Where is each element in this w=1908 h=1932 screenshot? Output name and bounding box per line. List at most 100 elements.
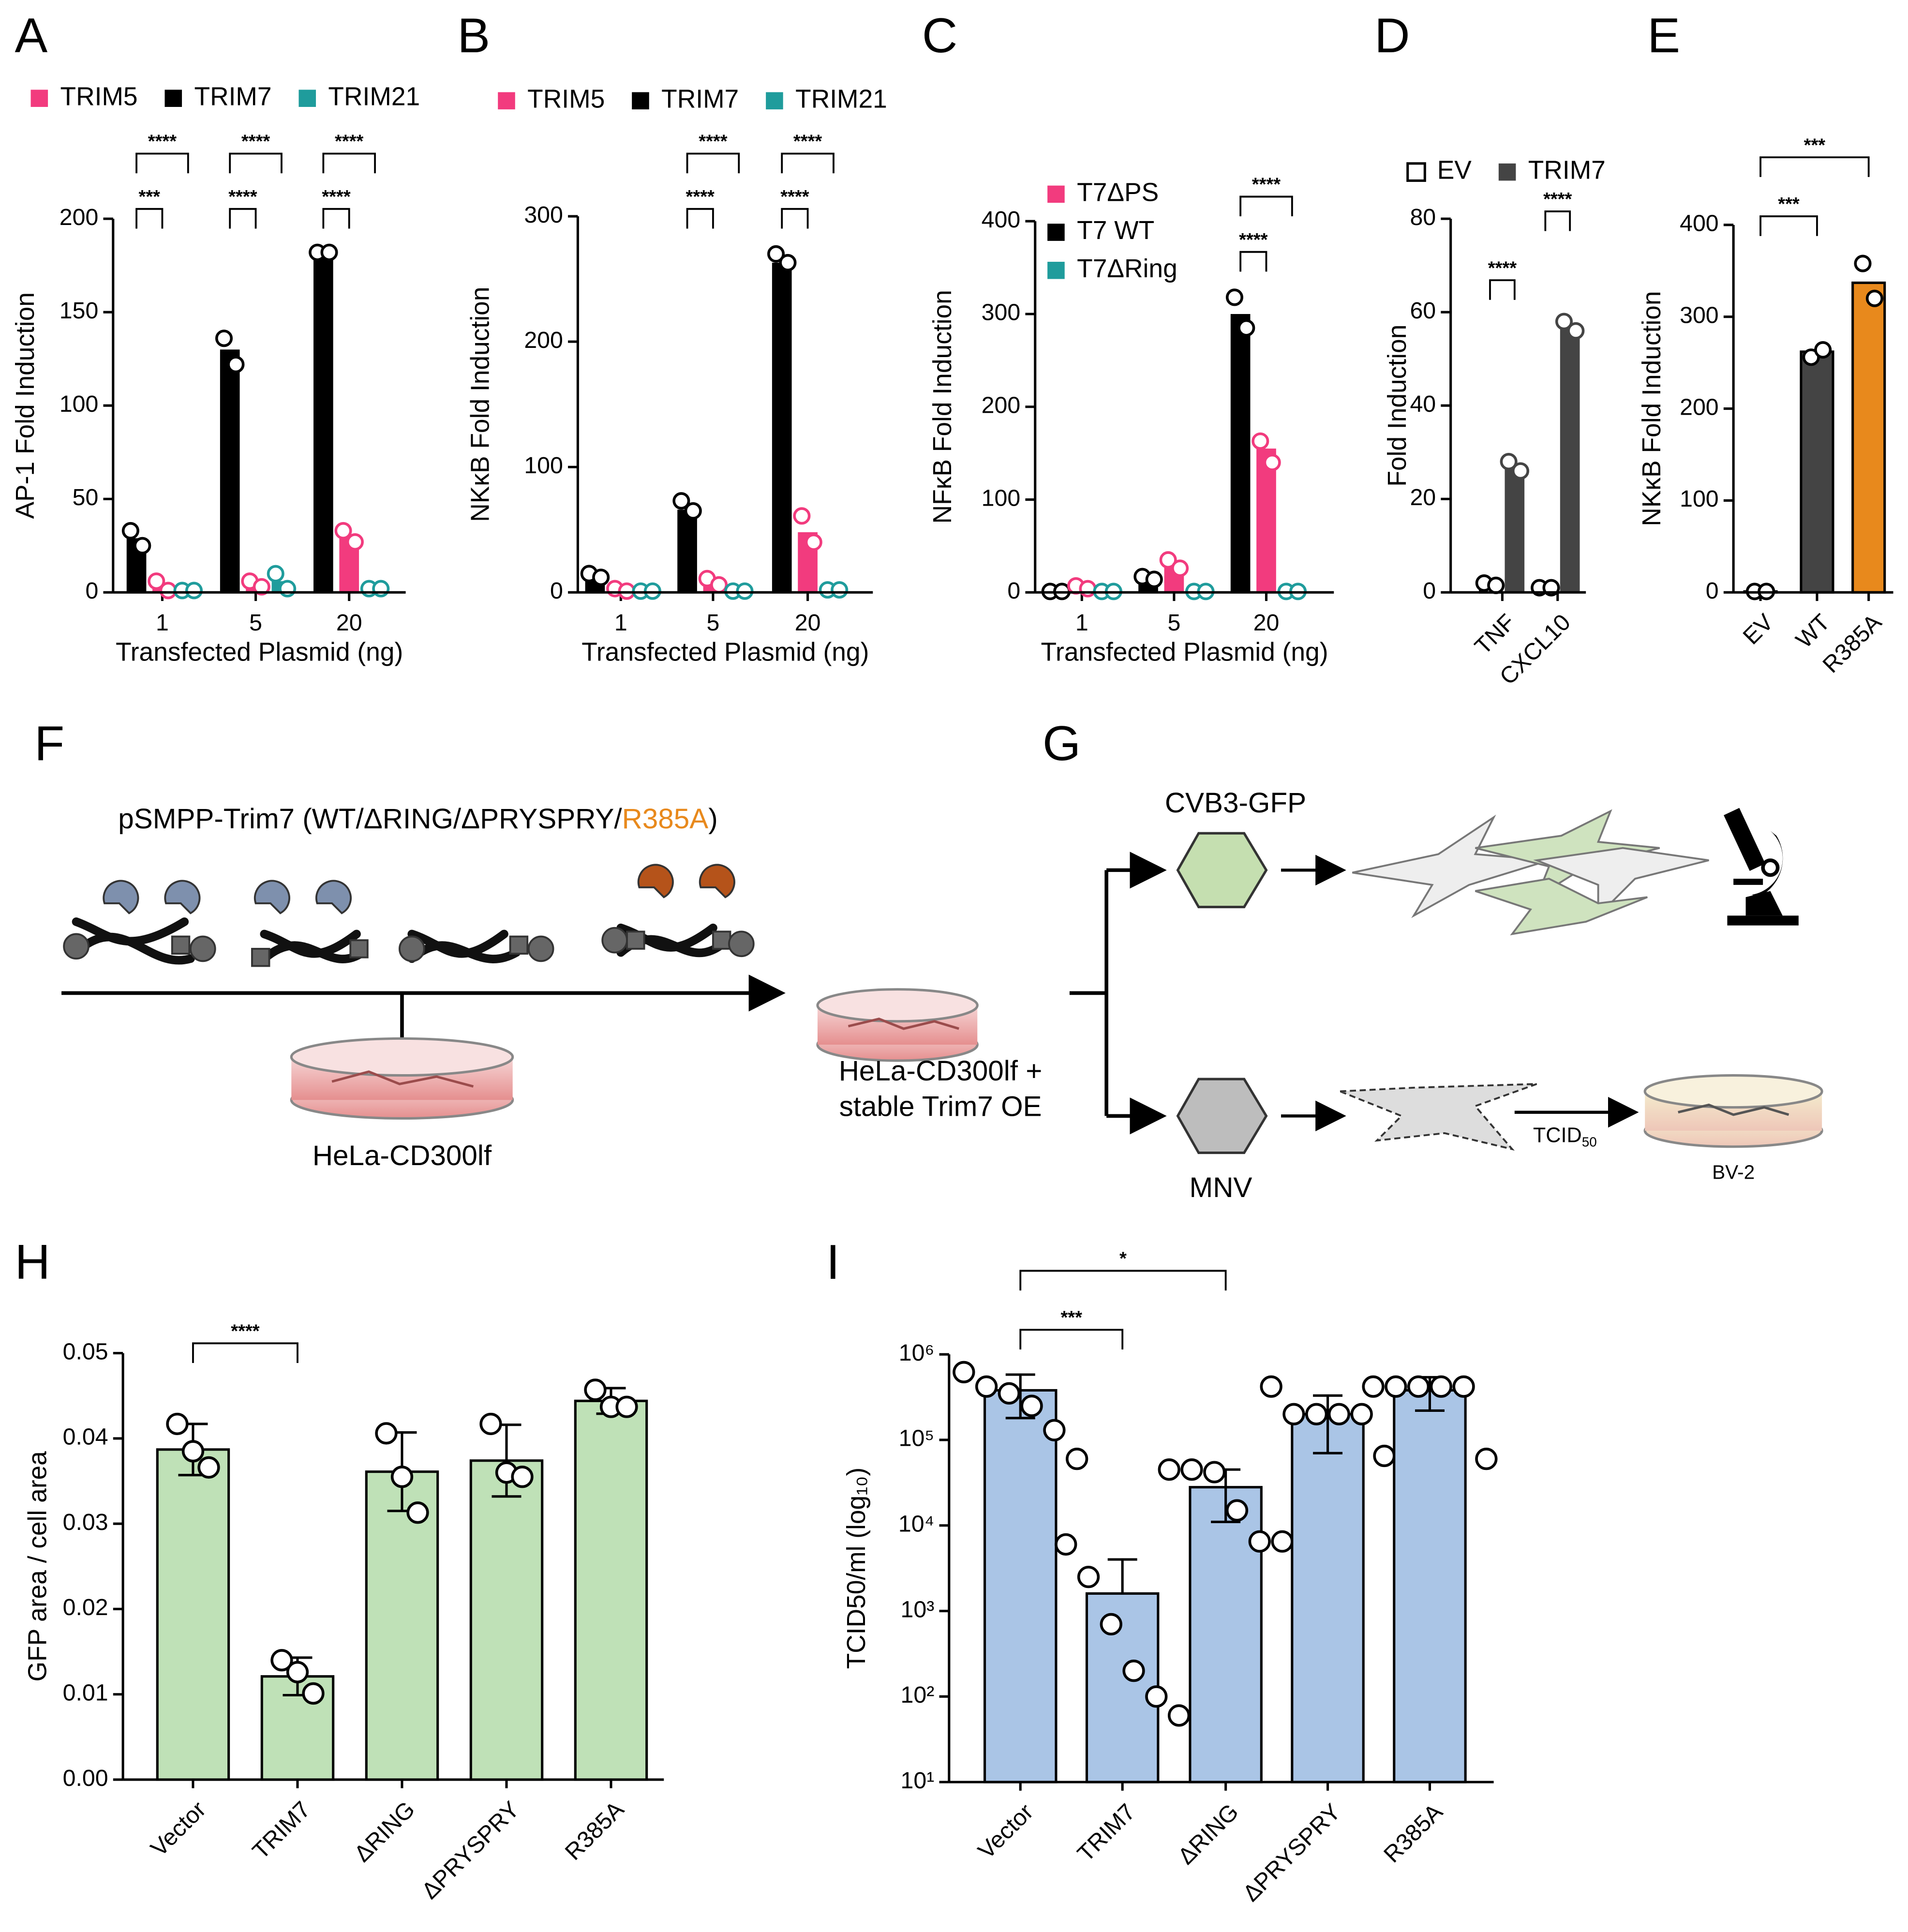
legend-label: T7ΔRing [1077,255,1178,283]
data-point [1260,1375,1282,1398]
y-tick-label: 0 [85,578,98,604]
data-point [334,522,352,539]
data-point [159,582,177,599]
y-tick-label: 10³ [901,1596,935,1622]
infected-cell [1340,1083,1537,1151]
y-axis-title: NKκB Fold Induction [466,287,494,522]
y-tick-label: 0.03 [63,1509,108,1535]
y-tick-label: 300 [1680,302,1719,328]
bar [677,509,697,593]
bracket [781,208,809,229]
bracket [192,1342,298,1363]
x-tick-label: R385A [1379,1798,1448,1868]
y-tick-label: 0 [1423,578,1436,604]
data-point [779,254,797,271]
data-point [998,1382,1020,1405]
significance-label: **** [241,132,270,152]
x-tick-label: ΔRING [1173,1799,1243,1870]
x-tick-label: WT [1791,609,1835,653]
significance-label: * [1119,1249,1127,1269]
significance-label: **** [1543,189,1572,210]
data-point [1475,1448,1498,1470]
data-point [1248,1530,1271,1553]
legend-swatch [632,92,649,110]
significance-label: *** [1060,1308,1082,1328]
bracket [1239,195,1293,217]
x-tick-label: 20 [795,610,821,636]
data-point [767,245,785,263]
panel-label: E [1647,8,1680,63]
data-point [346,533,364,551]
data-point [270,1649,293,1672]
panel-label: I [826,1234,840,1289]
bar [1256,449,1276,593]
y-tick-label: 100 [982,485,1021,511]
assay-text: TCID [1533,1124,1582,1147]
bracket [1759,156,1870,177]
bracket [135,152,189,174]
legend-swatch [1406,162,1426,182]
data-point [181,1440,205,1463]
data-point [406,1501,429,1524]
x-tick-label: TRIM7 [1073,1799,1141,1867]
cells [1352,809,1709,936]
data-point [1282,1403,1305,1425]
panel-label: A [15,8,47,63]
significance-label: **** [780,187,809,207]
significance-label: **** [231,1321,259,1342]
y-tick-label: 0.04 [63,1424,108,1450]
significance-label: *** [1804,135,1826,155]
bracket [322,208,350,229]
y-tick-label: 10⁶ [899,1340,935,1366]
x-tick-label: TRIM7 [247,1797,315,1865]
bracket [1239,251,1267,272]
data-point [372,580,390,598]
data-point [1237,319,1255,337]
virus-icon [1176,1078,1268,1154]
panel-g: G CVB3-GFP MNV TCID50 BV-2 [1043,716,1823,1203]
data-point [736,582,754,600]
data-point [1171,559,1189,577]
data-point [1252,432,1269,450]
x-tick-label: 1 [614,610,627,636]
data-point [1020,1394,1043,1417]
construct-label: pSMPP-Trim7 (WT/ΔRING/ΔPRYSPRY/R385A) [118,803,717,835]
data-point [121,522,139,539]
significance-label: **** [686,187,715,207]
legend-label: TRIM7 [194,82,271,111]
bar [1085,1592,1160,1783]
y-tick-label: 10⁵ [899,1425,935,1452]
bar [772,262,792,593]
legend-label: T7 WT [1077,216,1154,245]
x-tick-label: ΔRING [349,1797,420,1867]
data-point [390,1466,414,1488]
cell-line-label: HeLa-CD300lf [313,1140,492,1171]
x-tick-label: 5 [1167,610,1180,636]
data-point [805,533,822,551]
data-point [320,243,338,261]
x-tick-label: R385A [1818,609,1887,678]
y-tick-label: 100 [524,452,563,479]
data-point [1225,1499,1249,1522]
significance-label: **** [699,132,727,152]
data-point [584,1378,607,1401]
x-tick-label: 1 [156,610,169,636]
data-point [215,329,233,347]
y-axis-title: NFκB Fold Induction [928,290,957,524]
bar [1291,1413,1365,1783]
y-tick-label: 50 [73,484,99,510]
data-point [302,1682,325,1705]
data-point [1225,288,1243,306]
data-point [185,582,203,599]
data-point [1077,1566,1100,1588]
legend-swatch [1047,224,1065,241]
x-tick-label: 5 [706,610,719,636]
significance-label: **** [793,132,822,152]
y-tick-label: 100 [60,391,99,417]
data-point [1854,255,1872,272]
legend-swatch [298,90,316,107]
data-point [643,582,661,600]
branch [1069,870,1108,1116]
legend-swatch [164,90,182,107]
x-tick-label: ΔPRYSPRY [417,1797,524,1904]
